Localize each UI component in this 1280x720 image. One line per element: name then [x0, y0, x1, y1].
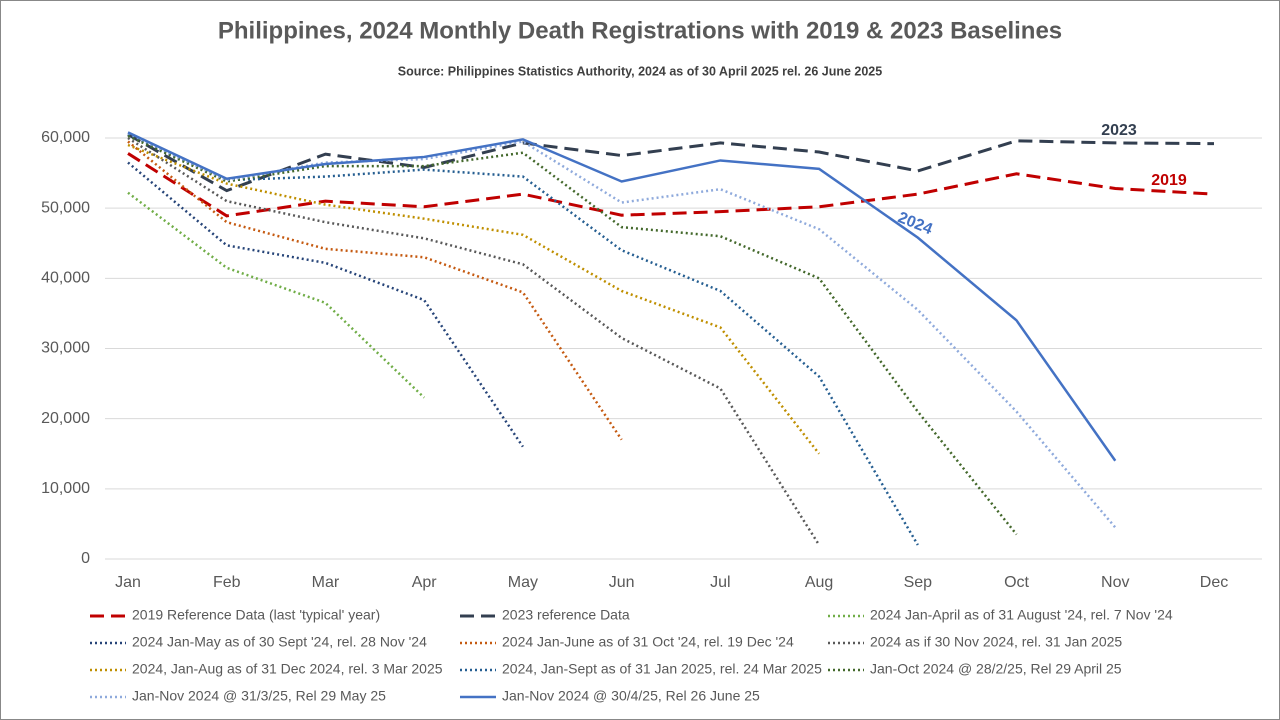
- legend-label: 2024, Jan-Aug as of 31 Dec 2024, rel. 3 …: [132, 661, 443, 677]
- y-tick-label: 50,000: [41, 199, 90, 216]
- legend-label: 2019 Reference Data (last 'typical' year…: [132, 607, 380, 623]
- legend-label: Jan-Nov 2024 @ 30/4/25, Rel 26 June 25: [502, 688, 760, 704]
- x-tick-label: May: [508, 574, 538, 591]
- legend-label: 2024 as if 30 Nov 2024, rel. 31 Jan 2025: [870, 634, 1122, 650]
- series-line: [127, 136, 821, 546]
- legend-label: 2024 Jan-June as of 31 Oct '24, rel. 19 …: [502, 634, 794, 650]
- series-line: [127, 191, 426, 399]
- y-tick-label: 10,000: [41, 480, 90, 497]
- legend-label: 2024 Jan-April as of 31 August '24, rel.…: [870, 607, 1173, 623]
- series-line: [127, 131, 1117, 462]
- x-tick-label: Jan: [115, 574, 141, 591]
- legend-label: 2024, Jan-Sept as of 31 Jan 2025, rel. 2…: [502, 661, 822, 677]
- x-tick-label: Jun: [609, 574, 635, 591]
- chart-title: Philippines, 2024 Monthly Death Registra…: [218, 17, 1062, 44]
- series-line: [127, 152, 1215, 218]
- x-tick-label: Feb: [213, 574, 241, 591]
- legend-label: Jan-Nov 2024 @ 31/3/25, Rel 29 May 25: [132, 688, 386, 704]
- x-tick-label: Jul: [710, 574, 730, 591]
- series-line: [127, 143, 821, 455]
- x-tick-label: Oct: [1004, 574, 1029, 591]
- annotation: 2019: [1151, 172, 1187, 189]
- series-line: [127, 161, 524, 448]
- y-tick-label: 60,000: [41, 129, 90, 146]
- legend-label: 2023 reference Data: [502, 607, 630, 623]
- x-tick-label: Dec: [1200, 574, 1228, 591]
- series-line: [127, 140, 623, 441]
- y-tick-label: 20,000: [41, 410, 90, 427]
- y-tick-label: 30,000: [41, 340, 90, 357]
- y-tick-label: 40,000: [41, 270, 90, 287]
- series-line: [127, 133, 919, 546]
- y-tick-label: 0: [81, 550, 90, 567]
- x-tick-label: Apr: [412, 574, 438, 591]
- x-tick-label: Aug: [805, 574, 833, 591]
- x-tick-label: Nov: [1101, 574, 1129, 591]
- legend-label: Jan-Oct 2024 @ 28/2/25, Rel 29 April 25: [870, 661, 1122, 677]
- chart-subtitle: Source: Philippines Statistics Authority…: [398, 64, 882, 78]
- legend-label: 2024 Jan-May as of 30 Sept '24, rel. 28 …: [132, 634, 427, 650]
- series-line: [127, 133, 1215, 193]
- series-line: [127, 134, 1018, 536]
- x-tick-label: Sep: [904, 574, 933, 591]
- x-tick-label: Mar: [312, 574, 340, 591]
- annotation: 2023: [1101, 122, 1137, 139]
